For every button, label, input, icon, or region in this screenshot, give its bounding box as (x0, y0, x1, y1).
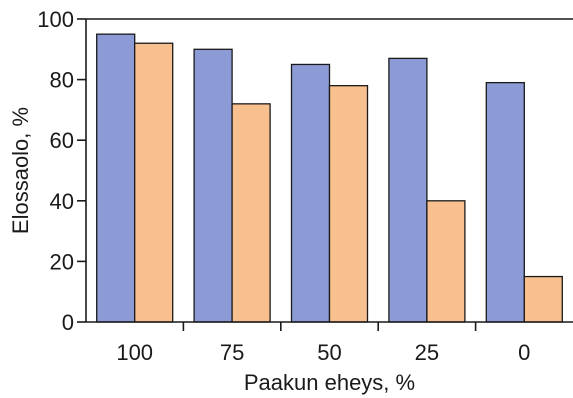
bar-series-2-100 (134, 42, 174, 323)
y-ticks: 0 20 40 60 80 100 (37, 7, 86, 335)
y-tick-label: 40 (50, 189, 74, 214)
y-tick-label: 80 (50, 68, 74, 93)
x-tick-label-100: 100 (116, 340, 153, 365)
bar-series-1-0 (485, 81, 525, 323)
bar-series-1-100 (96, 33, 136, 323)
x-tick-label-0: 0 (518, 340, 530, 365)
y-tick-label: 0 (62, 310, 74, 335)
bar-series-2-50 (328, 85, 369, 323)
bar-series-2-75 (231, 103, 271, 323)
bar-series-2-0 (523, 275, 563, 323)
y-tick-label: 100 (37, 7, 74, 32)
y-tick-label: 20 (50, 249, 74, 274)
x-tick-label-75: 75 (220, 340, 244, 365)
y-tick-label: 60 (50, 128, 74, 153)
x-tick-label-25: 25 (415, 340, 439, 365)
bars-layer (96, 33, 563, 323)
bar-series-2-25 (426, 200, 466, 323)
bar-series-1-50 (290, 63, 331, 323)
bar-series-1-25 (388, 57, 428, 323)
x-ticks: 100 75 50 25 0 (116, 322, 530, 365)
x-axis-label: Paakun eheys, % (244, 370, 415, 395)
bar-series-1-75 (193, 48, 233, 323)
y-axis-label: Elossaolo, % (8, 107, 33, 234)
axes-layer (85, 18, 573, 323)
x-tick-label-50: 50 (317, 340, 341, 365)
